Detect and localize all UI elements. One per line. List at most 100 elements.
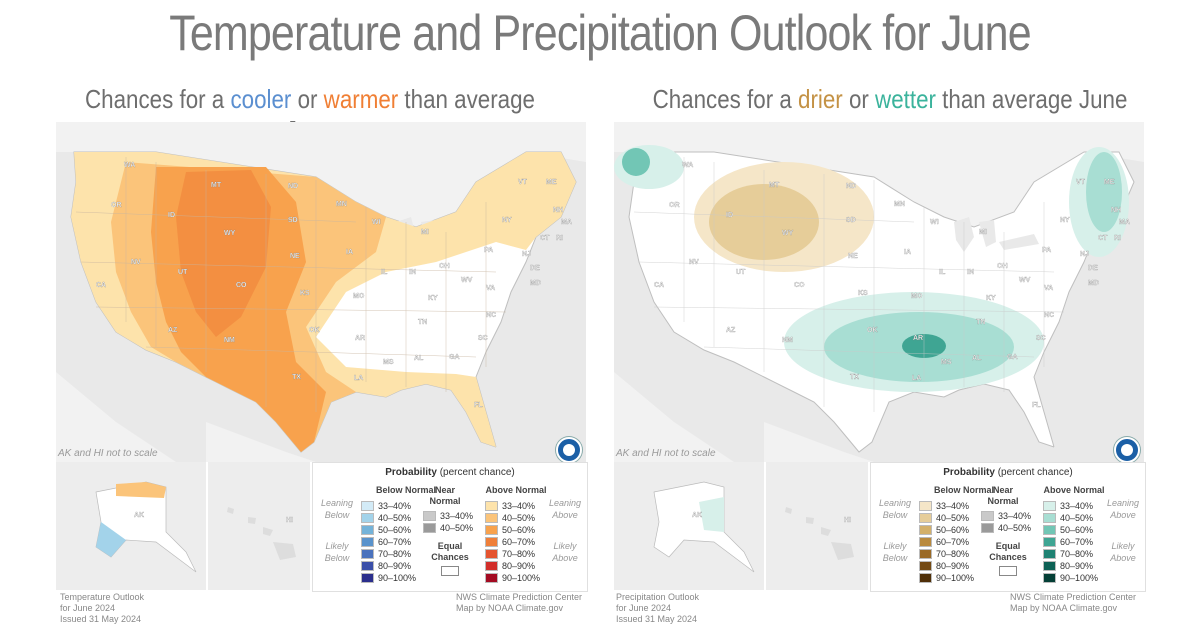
state-label-il: IL — [939, 269, 946, 276]
alaska-inset: AK — [614, 462, 764, 590]
legend-swatch — [485, 524, 498, 535]
state-label-fl: FL — [474, 402, 483, 409]
state-label-pa: PA — [484, 247, 493, 254]
hawaii-inset: HI — [208, 462, 310, 590]
state-label-wy: WY — [224, 230, 236, 237]
legend-swatch — [361, 560, 374, 571]
below-legend-row: 80–90% — [919, 560, 969, 571]
state-label-in: IN — [967, 269, 974, 276]
state-label-ca: CA — [654, 282, 664, 289]
below-legend-row: 80–90% — [361, 560, 411, 571]
state-label-sd: SD — [846, 217, 856, 224]
legend-title: Probability (percent chance) — [385, 467, 515, 478]
above-legend-row: 90–100% — [1043, 572, 1098, 583]
state-label-mo: MO — [353, 293, 365, 300]
legend-swatch — [485, 572, 498, 583]
state-label-wv: WV — [461, 277, 473, 284]
below-legend-row: 33–40% — [361, 500, 411, 511]
subtitle-mid: or — [842, 84, 876, 114]
state-label-or: OR — [669, 202, 680, 209]
noaa-logo — [556, 437, 582, 463]
above-legend-row: 90–100% — [485, 572, 540, 583]
state-label-nv: NV — [689, 259, 699, 266]
legend-swatch — [981, 522, 994, 533]
state-label-mo: MO — [911, 293, 923, 300]
state-label-md: MD — [530, 280, 541, 287]
state-label-nv: NV — [131, 259, 141, 266]
state-label-md: MD — [1088, 280, 1099, 287]
state-label-vt: VT — [518, 179, 528, 186]
legend-swatch — [1043, 500, 1056, 511]
precipitation-footer-right: NWS Climate Prediction Center Map by NOA… — [1010, 592, 1137, 613]
state-label-wy: WY — [782, 230, 794, 237]
state-label-nh: NH — [553, 207, 563, 214]
precipitation-map: WA OR ID MT WY ND SD NE MN WI MI IA IL IN OH PA NY VT ME NH… — [614, 122, 1144, 463]
state-label-nh: NH — [1111, 207, 1121, 214]
state-label-ny: NY — [1060, 217, 1070, 224]
legend-swatch — [1043, 548, 1056, 559]
state-label-nd: ND — [288, 183, 298, 190]
state-label-ar: AR — [355, 335, 365, 342]
state-label-mn: MN — [336, 201, 347, 208]
precipitation-footer-left: Precipitation Outlook for June 2024 Issu… — [616, 592, 700, 624]
state-label-nc: NC — [1044, 312, 1054, 319]
state-label-ri: RI — [556, 235, 563, 242]
legend-swatch — [423, 510, 436, 521]
alaska-inset: AK — [56, 462, 206, 590]
above-legend-row: 70–80% — [485, 548, 535, 559]
leaning-above-label: Leaning Above — [548, 498, 582, 520]
temperature-footer-left: Temperature Outlook for June 2024 Issued… — [60, 592, 145, 624]
below-legend-row: 40–50% — [361, 512, 411, 523]
subtitle-post: than average June — [935, 84, 1128, 114]
state-label-va: VA — [486, 285, 495, 292]
legend-swatch — [919, 548, 932, 559]
state-label-nm: NM — [224, 337, 235, 344]
state-label-ok: OK — [309, 327, 320, 334]
state-label-ct: CT — [1098, 235, 1108, 242]
likely-above-label: Likely Above — [1110, 541, 1136, 563]
state-label-id: ID — [726, 212, 733, 219]
state-label-de: DE — [530, 265, 540, 272]
state-label-va: VA — [1044, 285, 1053, 292]
legend-swatch — [919, 512, 932, 523]
state-label-ak: AK — [134, 512, 144, 519]
legend-swatch — [485, 560, 498, 571]
state-label-ri: RI — [1114, 235, 1121, 242]
leaning-above-label: Leaning Above — [1106, 498, 1140, 520]
noaa-logo — [1114, 437, 1140, 463]
cooler-word: cooler — [230, 84, 292, 114]
state-label-ms: MS — [383, 359, 394, 366]
legend-swatch — [485, 548, 498, 559]
state-label-tx: TX — [292, 374, 301, 381]
state-label-mn: MN — [894, 201, 905, 208]
precipitation-legend: Probability (percent chance) Below Normal… — [870, 462, 1146, 592]
hawaii-inset: HI — [766, 462, 868, 590]
above-legend-row: 50–60% — [485, 524, 535, 535]
state-label-de: DE — [1088, 265, 1098, 272]
temperature-subtitle: Chances for a cooler or warmer than aver… — [69, 84, 551, 146]
state-label-mi: MI — [421, 229, 429, 236]
above-legend-row: 60–70% — [1043, 536, 1093, 547]
state-label-ny: NY — [502, 217, 512, 224]
temperature-map: WA OR ID MT WY ND SD NE MN WI MI IA IL IN OH PA NY VT ME NH… — [56, 122, 586, 463]
state-label-la: LA — [912, 375, 921, 382]
near-legend-row: 33–40% — [981, 510, 1031, 521]
likely-below-label: Likely Below — [324, 541, 350, 563]
state-label-ma: MA — [1119, 219, 1130, 226]
legend-swatch — [981, 510, 994, 521]
below-legend-row: 70–80% — [919, 548, 969, 559]
state-label-la: LA — [354, 375, 363, 382]
state-label-ne: NE — [848, 253, 858, 260]
state-label-wa: WA — [682, 162, 693, 169]
legend-swatch — [1043, 524, 1056, 535]
state-label-ks: KS — [300, 290, 310, 297]
near-normal-header: Near Normal — [429, 485, 461, 506]
equal-chances-label: Equal Chances — [431, 541, 469, 562]
state-label-fl: FL — [1032, 402, 1041, 409]
state-label-ks: KS — [858, 290, 868, 297]
legend-title: Probability (percent chance) — [943, 467, 1073, 478]
warmer-word: warmer — [323, 84, 399, 114]
state-label-pa: PA — [1042, 247, 1051, 254]
state-label-hi: HI — [286, 517, 293, 524]
state-label-ia: IA — [346, 249, 353, 256]
